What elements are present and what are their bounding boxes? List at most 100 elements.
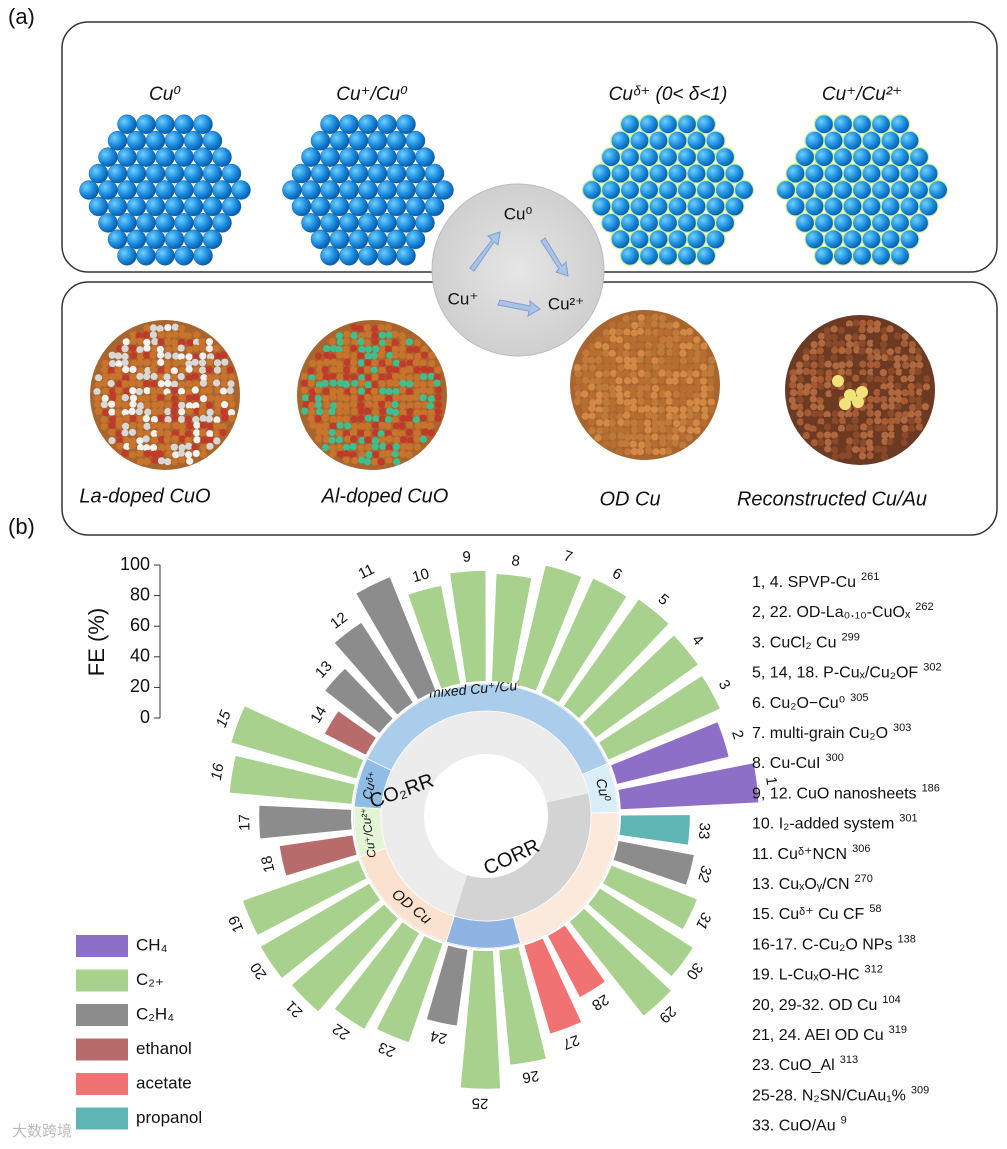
atom <box>100 366 109 374</box>
atom <box>149 324 158 332</box>
atom <box>666 412 674 420</box>
atom <box>220 366 228 374</box>
atom <box>357 338 365 346</box>
reference-name: 15. Cuᵟ⁺ Cu CF <box>752 906 865 923</box>
atom <box>630 356 638 365</box>
atom <box>831 346 839 354</box>
atom <box>308 374 316 382</box>
atom <box>810 341 818 349</box>
atom <box>143 351 151 359</box>
atom <box>671 377 679 385</box>
atom <box>220 408 228 416</box>
atom <box>156 407 164 415</box>
atom <box>335 360 344 368</box>
atom <box>117 114 137 134</box>
atom <box>398 332 406 340</box>
atom <box>164 407 172 416</box>
bar-label: 20 <box>247 959 270 982</box>
atom <box>178 422 186 431</box>
atom <box>178 393 187 402</box>
atom <box>157 414 165 422</box>
atom <box>164 338 172 346</box>
au-atom <box>839 398 851 410</box>
atom <box>219 428 227 437</box>
atom <box>405 163 426 184</box>
atom <box>115 416 123 424</box>
atom <box>102 373 110 381</box>
atom <box>804 196 825 217</box>
atom <box>107 366 115 375</box>
atom <box>630 363 638 371</box>
atom <box>108 421 116 430</box>
atom <box>810 381 818 389</box>
atom <box>151 456 159 464</box>
atom <box>832 340 840 348</box>
reference-number: 313 <box>840 1054 858 1066</box>
atom <box>693 397 701 406</box>
atom <box>671 384 679 392</box>
atom <box>155 246 175 266</box>
atom <box>329 450 337 458</box>
atom <box>365 451 373 459</box>
atom <box>664 356 673 364</box>
atom <box>679 349 687 357</box>
atom <box>336 421 344 429</box>
atom <box>421 401 429 409</box>
atom <box>915 354 923 362</box>
atom <box>358 213 378 233</box>
atom <box>385 456 393 464</box>
atom <box>170 386 179 395</box>
atom <box>135 387 143 396</box>
atom <box>676 245 698 266</box>
atom <box>371 380 379 389</box>
atom <box>816 396 824 405</box>
atom <box>908 346 917 354</box>
atom <box>693 426 701 435</box>
atom <box>823 229 844 250</box>
atom <box>129 394 138 402</box>
atom <box>872 439 880 447</box>
atom <box>412 359 420 367</box>
atom <box>845 423 853 432</box>
atom <box>342 456 350 464</box>
bar-label: 24 <box>429 1027 449 1047</box>
atom <box>342 402 350 410</box>
atom <box>170 367 178 375</box>
atom <box>648 229 669 250</box>
atom <box>844 430 852 438</box>
atom <box>886 438 894 446</box>
bar-label: 28 <box>589 991 612 1014</box>
atom <box>823 196 844 217</box>
atom <box>386 229 407 250</box>
atom <box>676 114 698 135</box>
atom <box>307 367 315 375</box>
au-atom <box>844 389 856 401</box>
atom <box>117 246 137 266</box>
atom <box>652 328 660 337</box>
atom <box>600 212 622 233</box>
atom <box>109 415 117 423</box>
atom <box>136 414 144 423</box>
atom <box>165 450 173 458</box>
atom <box>123 387 131 395</box>
atom <box>136 147 156 167</box>
atom <box>588 392 596 400</box>
atom <box>413 435 421 443</box>
atom <box>356 325 364 333</box>
atom <box>724 196 745 217</box>
atom <box>349 451 357 459</box>
atom <box>419 414 427 422</box>
atom <box>377 400 386 408</box>
atom <box>695 179 717 201</box>
atom <box>844 451 853 459</box>
atom <box>129 415 137 423</box>
atom <box>609 413 617 421</box>
atom <box>115 380 123 388</box>
atom <box>866 326 874 334</box>
atom <box>636 412 644 420</box>
atom <box>149 351 157 359</box>
atom <box>316 408 324 416</box>
atom <box>385 394 393 403</box>
atom <box>623 419 631 427</box>
